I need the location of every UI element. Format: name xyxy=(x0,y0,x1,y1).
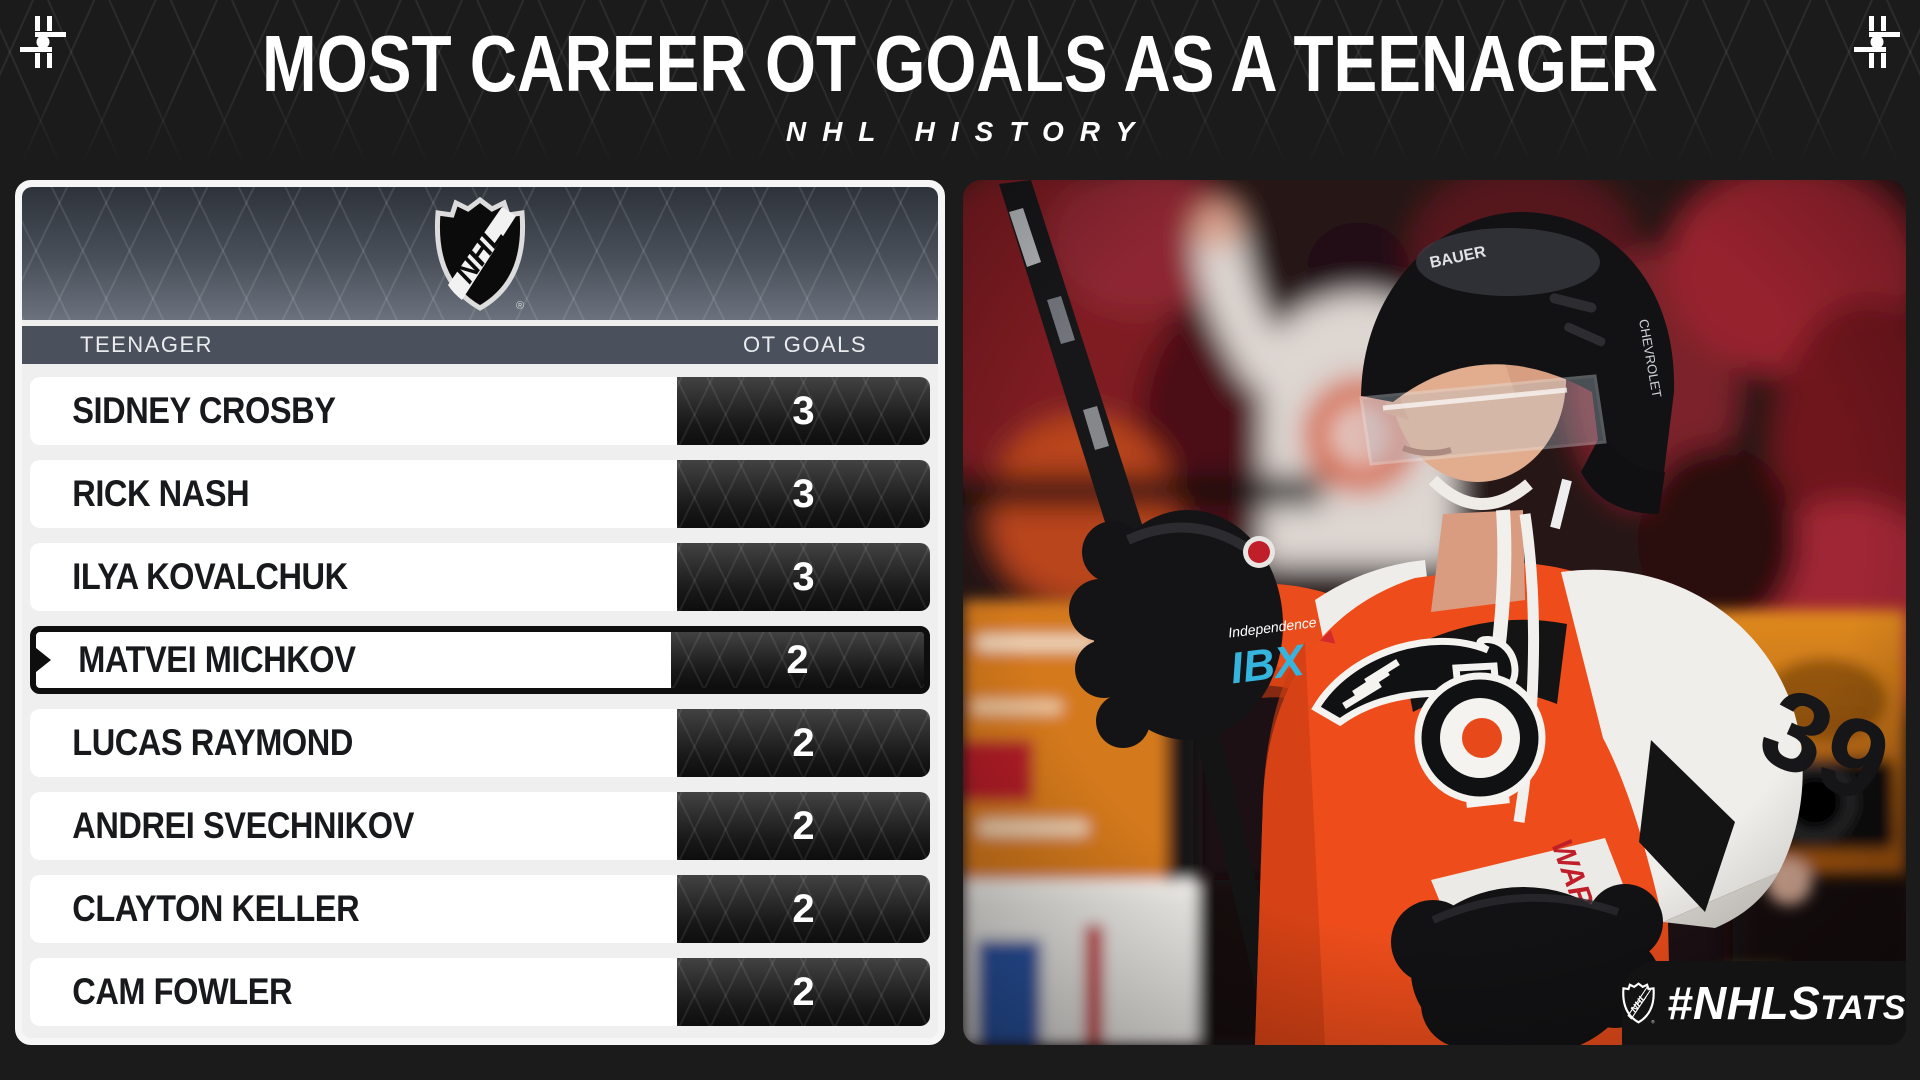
ot-goals-value: 3 xyxy=(677,543,930,611)
player-name: ANDREI SVECHNIKOV xyxy=(72,805,414,846)
player-name: RICK NASH xyxy=(72,473,250,514)
ot-goals-value: 2 xyxy=(677,792,930,860)
page-header: MOST CAREER OT GOALS AS A TEENAGER NHL H… xyxy=(0,22,1920,148)
player-name: SIDNEY CROSBY xyxy=(72,390,336,431)
table-row-highlighted: MATVEI MICHKOV 2 xyxy=(30,626,930,694)
player-name: MATVEI MICHKOV xyxy=(78,639,356,680)
ot-goals-value: 2 xyxy=(677,709,930,777)
ot-goals-value: 3 xyxy=(677,377,930,445)
player-name: LUCAS RAYMOND xyxy=(72,722,353,763)
player-photo: 39 WARRIOR xyxy=(963,180,1906,1045)
ot-goals-value: 2 xyxy=(677,875,930,943)
ot-goals-value: 2 xyxy=(671,632,924,688)
table-row: ILYA KOVALCHUK 3 xyxy=(30,543,930,611)
registered-mark: ® xyxy=(516,300,524,312)
table-rows: SIDNEY CROSBY 3 RICK NASH 3 ILYA KOVALCH… xyxy=(22,364,938,1026)
player-photo-illustration: 39 WARRIOR xyxy=(963,180,1906,1045)
nhl-shield-outline-icon: NHL ® xyxy=(1622,982,1655,1024)
table-row: CAM FOWLER 2 xyxy=(30,958,930,1026)
nhlstats-badge: NHL ® #NHLSTATS xyxy=(1622,961,1906,1045)
page-title: MOST CAREER OT GOALS AS A TEENAGER xyxy=(262,19,1658,108)
nhlstats-label: #NHLSTATS xyxy=(1666,977,1906,1029)
table-row: SIDNEY CROSBY 3 xyxy=(30,377,930,445)
diamond-pattern-band xyxy=(0,0,1920,170)
column-header-goals: OT GOALS xyxy=(742,332,868,357)
table-row: RICK NASH 3 xyxy=(30,460,930,528)
registered-mark: ® xyxy=(1651,1019,1655,1024)
table-row: ANDREI SVECHNIKOV 2 xyxy=(30,792,930,860)
faceoff-spot-icon xyxy=(20,16,66,68)
faceoff-spot-icon xyxy=(1854,16,1900,68)
panel-header: NHL ® xyxy=(22,187,938,320)
table-row: LUCAS RAYMOND 2 xyxy=(30,709,930,777)
player-name: CLAYTON KELLER xyxy=(72,888,360,929)
table-row: CLAYTON KELLER 2 xyxy=(30,875,930,943)
nhl-shield-logo: NHL ® xyxy=(434,196,526,312)
ot-goals-value: 3 xyxy=(677,460,930,528)
column-header-player: TEENAGER xyxy=(80,332,214,357)
ot-goals-value: 2 xyxy=(677,958,930,1026)
player-name: CAM FOWLER xyxy=(72,971,293,1012)
page-subtitle: NHL HISTORY xyxy=(785,116,1151,147)
leaderboard-panel: NHL ® TEENAGER OT GOALS SIDNEY CROSBY 3 … xyxy=(15,180,945,1045)
player-name: ILYA KOVALCHUK xyxy=(72,556,348,597)
table-column-header: TEENAGER OT GOALS xyxy=(22,326,938,364)
